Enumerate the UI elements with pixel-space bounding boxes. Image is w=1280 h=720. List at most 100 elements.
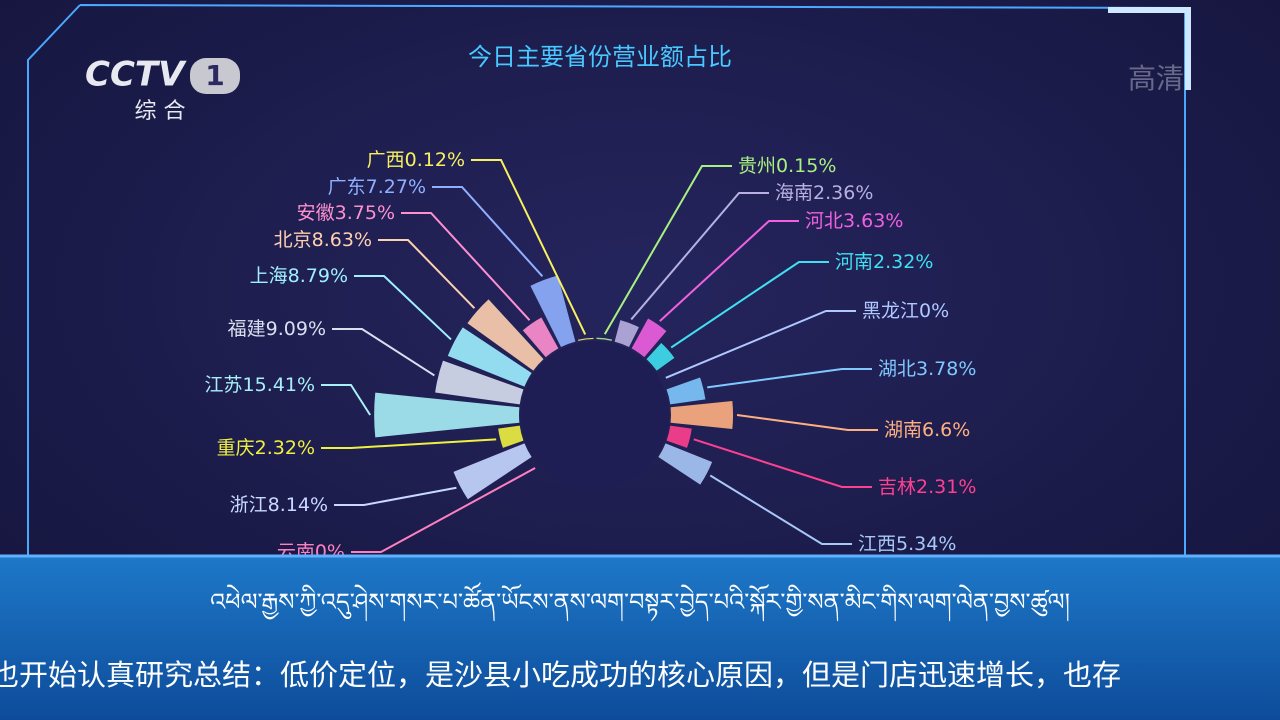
data-label: 江苏15.41% xyxy=(205,374,315,396)
rose-bar xyxy=(577,337,594,341)
label-category: 江苏 xyxy=(205,374,243,396)
data-label: 广东7.27% xyxy=(328,176,426,198)
label-category: 河南 xyxy=(835,251,873,273)
subtitle-bar xyxy=(0,556,1280,720)
label-value: 0.15% xyxy=(776,155,836,177)
label-value: 3.75% xyxy=(335,202,395,224)
data-label: 安徽3.75% xyxy=(297,202,395,224)
label-value: 7.27% xyxy=(366,176,426,198)
leader-line xyxy=(432,186,544,277)
label-category: 贵州 xyxy=(738,155,776,177)
label-category: 福建 xyxy=(228,318,266,340)
rose-bar xyxy=(614,320,639,348)
rose-bar xyxy=(666,377,706,405)
rose-bar xyxy=(467,299,544,371)
rose-bar xyxy=(498,425,524,448)
label-value: 8.14% xyxy=(268,494,328,516)
leader-line xyxy=(736,414,878,431)
leader-line xyxy=(693,438,872,488)
label-category: 浙江 xyxy=(230,494,268,516)
label-category: 湖北 xyxy=(878,358,916,380)
rose-bar xyxy=(670,401,734,429)
leader-line xyxy=(471,159,587,335)
label-category: 江西 xyxy=(858,533,896,555)
subtitle-chinese: 也开始认真研究总结：低价定位，是沙县小吃成功的核心原因，但是门店迅速增长，也存 xyxy=(0,658,1121,692)
rose-bar xyxy=(453,443,532,500)
leader-line xyxy=(709,474,852,545)
label-value: 2.36% xyxy=(813,182,873,204)
channel-badge xyxy=(190,58,240,94)
label-value: 3.78% xyxy=(916,358,976,380)
rose-bar xyxy=(522,317,559,358)
leader-line xyxy=(351,467,536,553)
label-value: 15.41% xyxy=(243,374,315,396)
data-label: 河南2.32% xyxy=(835,251,933,273)
rose-bar xyxy=(530,275,576,348)
data-label: 贵州0.15% xyxy=(738,155,836,177)
label-value: 2.32% xyxy=(873,251,933,273)
leader-line xyxy=(354,275,452,341)
data-label: 河北3.63% xyxy=(805,210,903,232)
label-category: 吉林 xyxy=(878,476,916,498)
data-label: 浙江8.14% xyxy=(230,494,328,516)
leader-line xyxy=(603,165,732,335)
subtitle-tibetan: འཕེལ་རྒྱས་ཀྱི་འདུ་ཤེས་གསར་པ་ཚོན་ཡོངས་ནས་… xyxy=(210,582,1070,622)
label-value: 2.31% xyxy=(916,476,976,498)
leader-line xyxy=(378,239,476,309)
rose-bar xyxy=(435,360,524,405)
label-category: 广东 xyxy=(328,176,366,198)
data-label: 重庆2.32% xyxy=(217,437,315,459)
leader-line xyxy=(630,192,769,321)
leader-line xyxy=(401,212,531,321)
leader-line xyxy=(321,384,371,416)
label-category: 广西 xyxy=(367,149,405,171)
label-value: 0.12% xyxy=(405,149,465,171)
leader-line xyxy=(665,310,856,379)
label-value: 8.63% xyxy=(312,229,372,251)
center-hole xyxy=(521,341,669,489)
label-value: 3.63% xyxy=(843,210,903,232)
label-value: 6.6% xyxy=(922,419,970,441)
leader-line xyxy=(670,261,829,349)
label-value: 8.79% xyxy=(288,265,348,287)
rose-bar xyxy=(658,443,713,485)
label-category: 海南 xyxy=(775,182,813,204)
label-value: 2.32% xyxy=(255,437,315,459)
leader-line xyxy=(659,220,799,322)
data-label: 上海8.79% xyxy=(250,265,348,287)
label-value: 5.34% xyxy=(896,533,956,555)
channel-number: 1 xyxy=(205,59,224,92)
data-label: 北京8.63% xyxy=(274,229,372,251)
hd-mark: 高清 xyxy=(1128,62,1184,95)
rose-bar xyxy=(666,425,692,448)
label-category: 安徽 xyxy=(297,202,335,224)
rose-bar xyxy=(596,337,613,341)
data-label: 湖北3.78% xyxy=(878,358,976,380)
data-label: 江西5.34% xyxy=(858,533,956,555)
data-label: 广西0.12% xyxy=(367,149,465,171)
data-label: 吉林2.31% xyxy=(878,476,976,498)
label-value: 0% xyxy=(919,300,949,322)
leader-line xyxy=(707,368,872,389)
data-label: 黑龙江0% xyxy=(862,300,949,322)
leader-line xyxy=(332,328,435,377)
rose-bar xyxy=(447,327,532,387)
rose-bar xyxy=(374,392,520,438)
channel-name: 综 合 xyxy=(135,99,186,124)
label-category: 黑龙江 xyxy=(862,300,919,322)
data-label: 福建9.09% xyxy=(228,318,326,340)
label-category: 重庆 xyxy=(217,437,255,459)
channel-logo: CCTV xyxy=(85,55,187,95)
rose-chart: 今日主要省份营业额占比 贵州0.15%海南2.36%河北3.63%河南2.32%… xyxy=(205,43,977,563)
data-label: 海南2.36% xyxy=(775,182,873,204)
chart-title: 今日主要省份营业额占比 xyxy=(468,43,732,71)
leader-line xyxy=(334,486,457,506)
label-category: 河北 xyxy=(805,210,843,232)
data-label: 湖南6.6% xyxy=(884,419,970,441)
label-value: 9.09% xyxy=(266,318,326,340)
rose-bar xyxy=(646,343,675,371)
rose-bar xyxy=(631,318,667,358)
label-category: 湖南 xyxy=(884,419,922,441)
